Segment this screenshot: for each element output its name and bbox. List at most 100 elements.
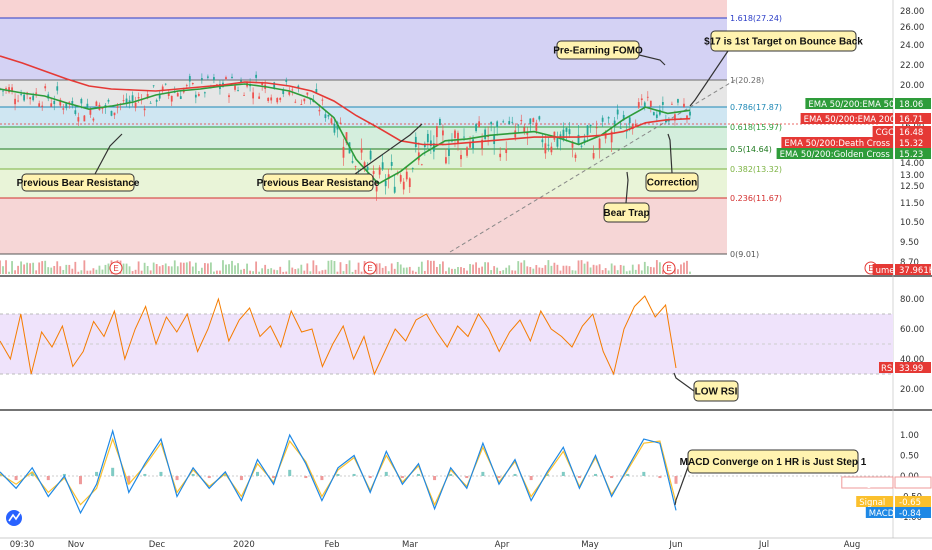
volume-bar [191,266,194,274]
macd-histogram-bar [304,476,308,479]
annotation-pointer [673,372,695,392]
macd-panel [0,428,893,515]
volume-bar [420,261,423,274]
price-tick-label: 8.70 [900,258,919,268]
volume-bar [529,266,532,274]
x-tick-label: Dec [149,540,166,550]
candle-body [604,132,607,139]
volume-bar [185,262,188,274]
candle-body [306,92,309,95]
volume-bar [454,268,456,274]
volume-bar [179,262,182,274]
volume-bar [640,270,643,274]
volume-bar [11,261,13,274]
macd-histogram-bar [14,476,18,481]
candle-body [161,86,164,91]
volume-bar [384,266,387,274]
candle-body [351,161,354,163]
candle-body [207,76,209,78]
volume-bar [526,266,529,274]
indicator-tag-label-bg [781,137,893,148]
candle-body [429,140,432,147]
volume-bar [565,265,568,274]
candle-body [146,94,149,99]
volume-bar [547,260,550,274]
macd-histogram-bar [256,471,260,476]
volume-bar [442,261,444,274]
candle-body [131,95,134,102]
candle-body [360,148,363,153]
x-tick-label: 09:30 [10,540,35,550]
volume-bar [399,264,402,274]
volume-bar [411,270,414,274]
volume-bar [267,268,270,274]
candle-body [225,77,227,80]
volume-bar [228,264,230,274]
candle-body [35,92,38,94]
x-tick-label: Feb [324,540,339,550]
candle-body [2,90,4,92]
candle-body [321,99,324,101]
volume-bar [246,263,248,274]
annotation-box [687,449,859,474]
volume-bar [261,268,264,274]
fib-label: 0.236(11.67) [730,194,782,203]
candle-body [330,118,333,124]
candle-body [646,96,649,98]
volume-bar [637,264,640,274]
indicator-tag-label: EMA 50/200:EMA 50 [808,100,894,110]
indicator-tag-value: 37.961K [899,266,932,276]
volume-bar [8,271,10,274]
macd-histogram-bar [416,473,420,476]
macd-tag-value: -0.19 [899,479,921,489]
volume-bar [538,267,541,274]
indicator-tag-value: 16.71 [899,115,923,125]
annotation-callout: $17 is 1st Target on Bounce Back [689,30,863,107]
macd-histogram-bar [545,473,549,476]
rsi-panel [0,295,893,376]
volume-bar [502,270,505,274]
candle-body [309,99,312,101]
volume-bar [243,268,245,274]
candle-body [68,101,71,103]
volume-bar [29,263,32,274]
volume-bar [56,261,59,274]
volume-bar [74,261,77,274]
volume-bar [210,262,212,274]
candle-body [200,78,203,80]
volume-bar [604,268,607,274]
indicator-tag-label: ume [876,266,895,276]
volume-bar [348,260,351,274]
candle-body [457,132,459,144]
macd-tag-label-bg [856,496,893,507]
candle-body [77,117,80,122]
rsi-tag-value-bg [895,362,931,373]
volume-bar [571,270,574,274]
indicator-tag-value: 15.23 [899,150,923,160]
candle-body [529,118,532,124]
volume-bar [240,269,242,274]
candle-body [318,109,321,112]
macd-tick-label: 1.00 [900,431,919,441]
candle-body [610,131,613,143]
candle-body [628,117,631,124]
price-tick-label: 20.00 [900,81,924,91]
macd-histogram-bar [336,473,340,476]
macd-histogram-bar [561,471,565,476]
x-tick-label: Nov [68,540,85,550]
price-tick-label: 10.50 [900,218,924,228]
volume-bar [393,268,396,274]
ema-line [0,83,691,185]
candle-body [586,125,589,135]
volume-bar [95,269,98,274]
candle-body [454,130,456,139]
volume-bar [357,262,360,274]
candle-body [44,86,47,89]
macd-tag-value-bg [895,496,931,507]
candle-body [689,111,691,116]
macd-histogram-bar [127,476,131,485]
macd-histogram-bar [481,471,485,476]
volume-bar [541,267,544,274]
volume-bar [493,266,496,274]
